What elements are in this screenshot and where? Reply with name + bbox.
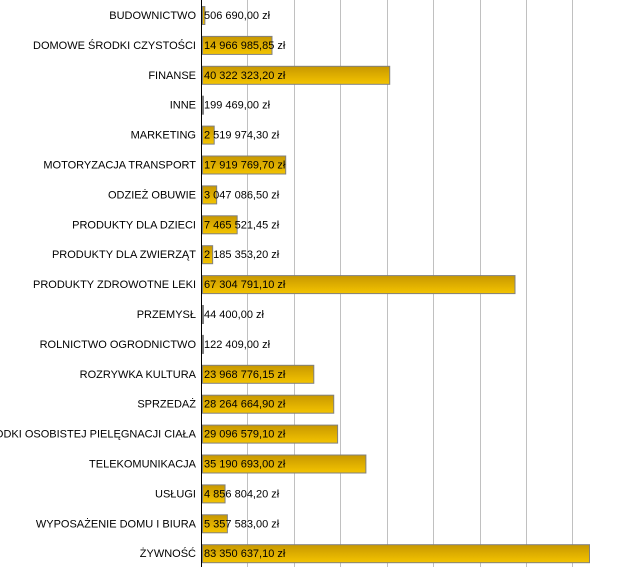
category-label: WYPOSAŻENIE DOMU I BIURA [36,517,197,530]
data-label: 44 400,00 zł [204,309,264,321]
data-label: 14 966 985,85 zł [204,40,286,52]
data-label: 7 465 521,45 zł [204,219,280,231]
category-label: BUDOWNICTWO [109,10,196,22]
data-label: 83 350 637,10 zł [204,548,286,560]
data-label: 67 304 791,10 zł [204,279,286,291]
category-label: ROLNICTWO OGRODNICTWO [40,339,197,351]
data-label: 2 185 353,20 zł [204,249,280,261]
data-label: 122 409,00 zł [204,339,271,351]
category-label: PRODUKTY DLA DZIECI [72,219,196,231]
category-label: TELEKOMUNIKACJA [89,459,197,471]
data-label: 23 968 776,15 zł [204,369,286,381]
data-label: 29 096 579,10 zł [204,429,286,441]
data-label: 35 190 693,00 zł [204,459,286,471]
category-label: PRODUKTY DLA ZWIERZĄT [52,249,196,261]
data-label: 506 690,00 zł [204,10,271,22]
data-label: 28 264 664,90 zł [204,399,286,411]
category-label: SPRZEDAŻ [137,398,196,411]
data-label: 17 919 769,70 zł [204,160,286,172]
category-label: ŚRODKI OSOBISTEJ PIELĘGNACJI CIAŁA [0,428,197,441]
category-label: INNE [170,100,196,112]
data-label: 2 519 974,30 zł [204,130,280,142]
category-label: MARKETING [131,130,196,142]
category-label: MOTORYZACJA TRANSPORT [43,160,196,172]
data-label: 199 469,00 zł [204,100,271,112]
category-label: FINANSE [148,70,196,82]
category-label: PRZEMYSŁ [137,309,196,321]
data-label: 4 856 804,20 zł [204,488,280,500]
category-label: ODZIEŻ OBUWIE [108,188,196,201]
category-label: USŁUGI [155,488,196,500]
category-label: ŻYWNOŚĆ [140,547,196,560]
category-label: DOMOWE ŚRODKI CZYSTOŚCI [33,39,196,52]
data-label: 3 047 086,50 zł [204,189,280,201]
data-label: 5 357 583,00 zł [204,518,280,530]
category-label: ROZRYWKA KULTURA [80,369,197,381]
category-label: PRODUKTY ZDROWOTNE LEKI [33,279,196,291]
data-label: 40 322 323,20 zł [204,70,286,82]
